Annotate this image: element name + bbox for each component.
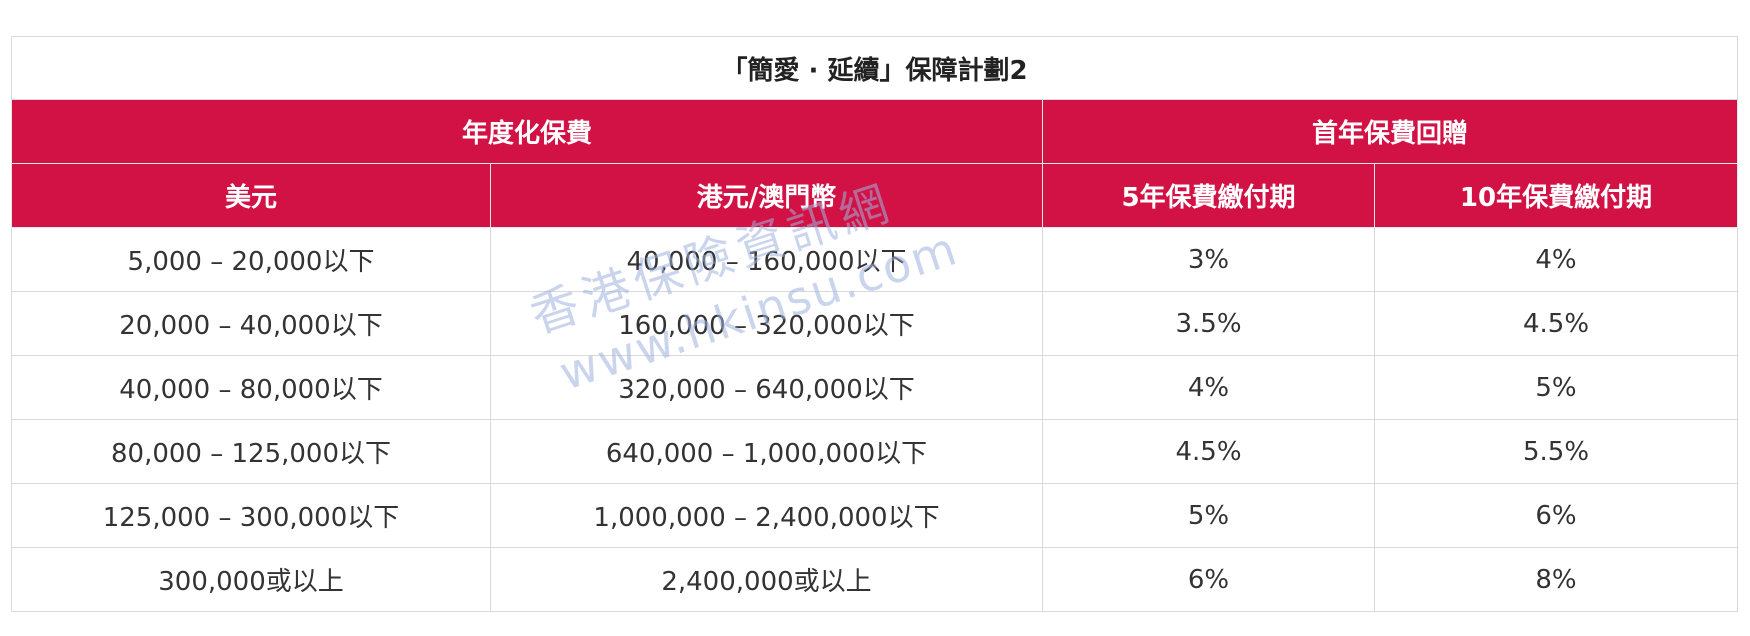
premium-rebate-table: 「簡愛 · 延續」保障計劃2 年度化保費 首年保費回贈 美元 港元/澳門幣 5年… — [10, 36, 1739, 612]
usd-range-cell: 5,000 – 20,000以下 — [11, 227, 491, 292]
usd-range-cell: 20,000 – 40,000以下 — [11, 291, 491, 356]
table-row: 20,000 – 40,000以下 160,000 – 320,000以下 3.… — [11, 291, 1739, 356]
hkd-range-cell: 160,000 – 320,000以下 — [490, 291, 1043, 356]
usd-range-cell: 300,000或以上 — [11, 547, 491, 612]
rebate-5yr-cell: 3% — [1042, 227, 1375, 292]
hkd-range-cell: 640,000 – 1,000,000以下 — [490, 419, 1043, 484]
rebate-10yr-cell: 5% — [1373, 355, 1739, 420]
rebate-5yr-cell: 4.5% — [1042, 419, 1375, 484]
first-year-rebate-header: 首年保費回贈 — [1041, 99, 1739, 164]
rebate-10yr-cell: 5.5% — [1373, 419, 1739, 484]
rebate-10yr-cell: 4% — [1373, 227, 1739, 292]
premium-rebate-table-container: 「簡愛 · 延續」保障計劃2 年度化保費 首年保費回贈 美元 港元/澳門幣 5年… — [10, 36, 1739, 612]
annualized-premium-header: 年度化保費 — [11, 99, 1043, 164]
table-row: 80,000 – 125,000以下 640,000 – 1,000,000以下… — [11, 419, 1739, 484]
pay-10yr-column-header: 10年保費繳付期 — [1373, 163, 1739, 228]
hkd-range-cell: 2,400,000或以上 — [490, 547, 1043, 612]
rebate-5yr-cell: 4% — [1042, 355, 1375, 420]
hkd-range-cell: 40,000 – 160,000以下 — [490, 227, 1043, 292]
pay-5yr-column-header: 5年保費繳付期 — [1042, 163, 1375, 228]
rebate-10yr-cell: 8% — [1373, 547, 1739, 612]
rebate-10yr-cell: 6% — [1373, 483, 1739, 548]
usd-range-cell: 40,000 – 80,000以下 — [11, 355, 491, 420]
rebate-10yr-cell: 4.5% — [1373, 291, 1739, 356]
rebate-5yr-cell: 6% — [1042, 547, 1375, 612]
hkd-range-cell: 320,000 – 640,000以下 — [490, 355, 1043, 420]
usd-range-cell: 80,000 – 125,000以下 — [11, 419, 491, 484]
group-header-row: 年度化保費 首年保費回贈 — [11, 99, 1739, 164]
table-row: 125,000 – 300,000以下 1,000,000 – 2,400,00… — [11, 483, 1739, 548]
table-row: 300,000或以上 2,400,000或以上 6% 8% — [11, 547, 1739, 612]
table-title-row: 「簡愛 · 延續」保障計劃2 — [10, 36, 1739, 100]
hkd-mop-column-header: 港元/澳門幣 — [490, 163, 1043, 228]
rebate-5yr-cell: 3.5% — [1042, 291, 1375, 356]
rebate-5yr-cell: 5% — [1042, 483, 1375, 548]
table-title: 「簡愛 · 延續」保障計劃2 — [10, 36, 1739, 100]
usd-column-header: 美元 — [11, 163, 491, 228]
column-header-row: 美元 港元/澳門幣 5年保費繳付期 10年保費繳付期 — [11, 163, 1739, 228]
table-row: 40,000 – 80,000以下 320,000 – 640,000以下 4%… — [11, 355, 1739, 420]
hkd-range-cell: 1,000,000 – 2,400,000以下 — [490, 483, 1043, 548]
usd-range-cell: 125,000 – 300,000以下 — [11, 483, 491, 548]
table-row: 5,000 – 20,000以下 40,000 – 160,000以下 3% 4… — [11, 227, 1739, 292]
